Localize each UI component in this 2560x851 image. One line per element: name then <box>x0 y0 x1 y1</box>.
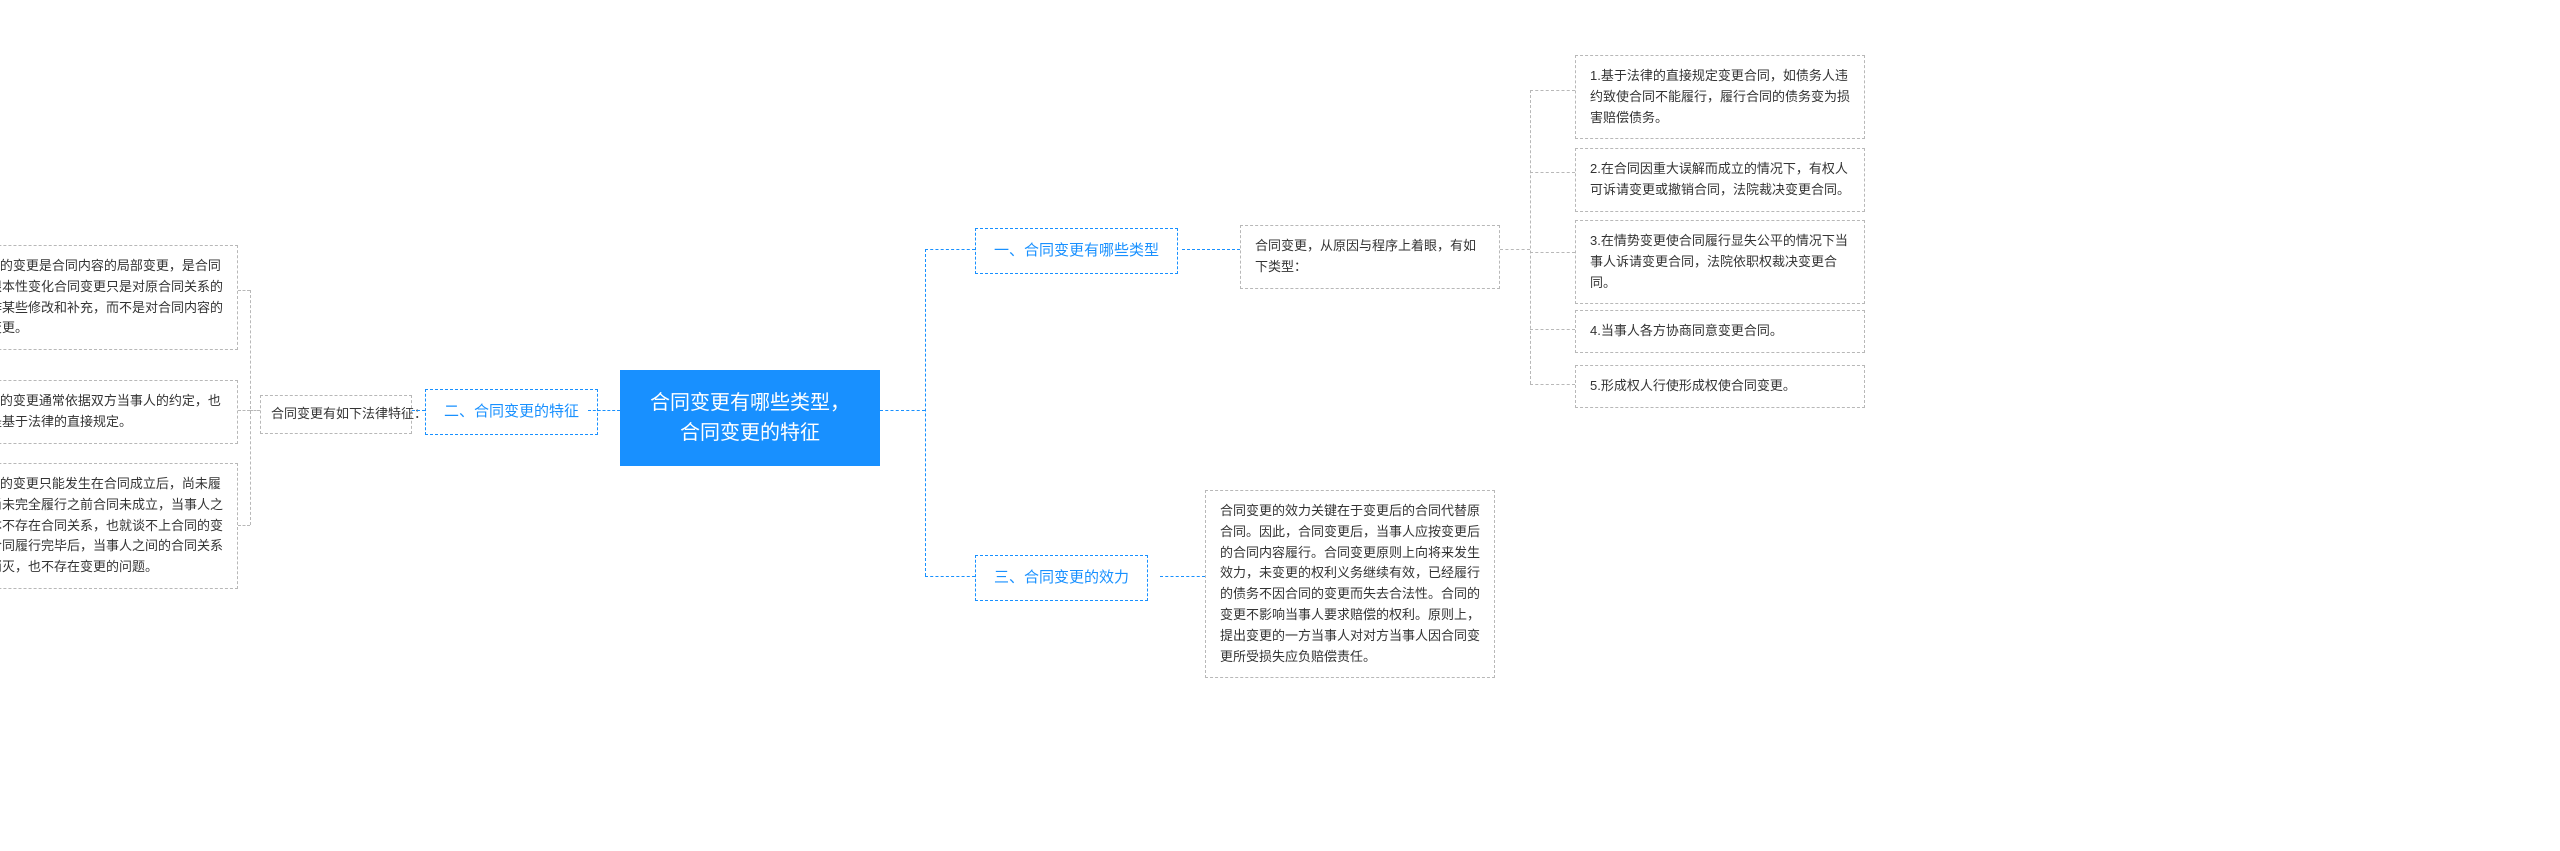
b3-text-node: 合同变更的效力关键在于变更后的合同代替原合同。因此，合同变更后，当事人应按变更后… <box>1205 490 1495 678</box>
conn-root-left <box>588 410 620 411</box>
b2-item-2-text: 3.合同的变更通常依据双方当事人的约定，也可以是基于法律的直接规定。 <box>0 393 221 429</box>
b1-intro: 合同变更，从原因与程序上着眼，有如下类型： <box>1240 225 1500 289</box>
b1-item-5-text: 5.形成权人行使形成权使合同变更。 <box>1590 378 1796 393</box>
b2-item-2: 3.合同的变更通常依据双方当事人的约定，也可以是基于法律的直接规定。 <box>0 380 238 444</box>
branch-1: 一、合同变更有哪些类型 <box>975 228 1178 274</box>
conn-b2-l3 <box>238 525 250 526</box>
conn-b1-l3 <box>1530 252 1575 253</box>
conn-b1i-vert <box>1530 90 1531 384</box>
b1-item-1-text: 1.基于法律的直接规定变更合同，如债务人违约致使合同不能履行，履行合同的债务变为… <box>1590 68 1850 125</box>
conn-right-vert <box>925 249 926 576</box>
conn-b2-intro <box>412 410 425 411</box>
b1-item-3: 3.在情势变更使合同履行显失公平的情况下当事人诉请变更合同，法院依职权裁决变更合… <box>1575 220 1865 304</box>
conn-b2-l1 <box>238 290 250 291</box>
b1-intro-text: 合同变更，从原因与程序上着眼，有如下类型： <box>1255 238 1476 274</box>
b1-item-5: 5.形成权人行使形成权使合同变更。 <box>1575 365 1865 408</box>
conn-b3-text <box>1160 576 1205 577</box>
branch-1-label: 一、合同变更有哪些类型 <box>994 242 1159 259</box>
b2-intro-text: 合同变更有如下法律特征： <box>271 406 427 421</box>
b1-item-4: 4.当事人各方协商同意变更合同。 <box>1575 310 1865 353</box>
conn-to-b1 <box>925 249 975 250</box>
b2-item-3-text: 4.合同的变更只能发生在合同成立后，尚未履行或尚未完全履行之前合同未成立，当事人… <box>0 476 223 574</box>
b1-item-2-text: 2.在合同因重大误解而成立的情况下，有权人可诉请变更或撤销合同，法院裁决变更合同… <box>1590 161 1850 197</box>
conn-b2-l2 <box>238 410 250 411</box>
b3-text: 合同变更的效力关键在于变更后的合同代替原合同。因此，合同变更后，当事人应按变更后… <box>1220 503 1480 664</box>
branch-2-label: 二、合同变更的特征 <box>444 403 579 420</box>
branch-2: 二、合同变更的特征 <box>425 389 598 435</box>
conn-b2i-out <box>250 410 260 411</box>
b2-item-1: 2.合同的变更是合同内容的局部变更，是合同的非根本性变化合同变更只是对原合同关系… <box>0 245 238 350</box>
conn-root-right <box>880 410 925 411</box>
b1-item-1: 1.基于法律的直接规定变更合同，如债务人违约致使合同不能履行，履行合同的债务变为… <box>1575 55 1865 139</box>
conn-b1i-out <box>1500 249 1530 250</box>
conn-b1-l4 <box>1530 329 1575 330</box>
b1-item-3-text: 3.在情势变更使合同履行显失公平的情况下当事人诉请变更合同，法院依职权裁决变更合… <box>1590 233 1848 290</box>
b2-item-3: 4.合同的变更只能发生在合同成立后，尚未履行或尚未完全履行之前合同未成立，当事人… <box>0 463 238 589</box>
conn-b1-l5 <box>1530 384 1575 385</box>
conn-to-b3 <box>925 576 975 577</box>
branch-3: 三、合同变更的效力 <box>975 555 1148 601</box>
b1-item-4-text: 4.当事人各方协商同意变更合同。 <box>1590 323 1783 338</box>
b2-intro: 合同变更有如下法律特征： <box>260 395 412 434</box>
root-node: 合同变更有哪些类型，合同变更的特征 <box>620 370 880 466</box>
b1-item-2: 2.在合同因重大误解而成立的情况下，有权人可诉请变更或撤销合同，法院裁决变更合同… <box>1575 148 1865 212</box>
root-title: 合同变更有哪些类型，合同变更的特征 <box>650 392 850 444</box>
branch-3-label: 三、合同变更的效力 <box>994 569 1129 586</box>
conn-b2i-vert <box>250 290 251 525</box>
conn-b1-l2 <box>1530 172 1575 173</box>
conn-b1-intro <box>1182 249 1240 250</box>
b2-item-1-text: 2.合同的变更是合同内容的局部变更，是合同的非根本性变化合同变更只是对原合同关系… <box>0 258 223 335</box>
conn-b1-l1 <box>1530 90 1575 91</box>
